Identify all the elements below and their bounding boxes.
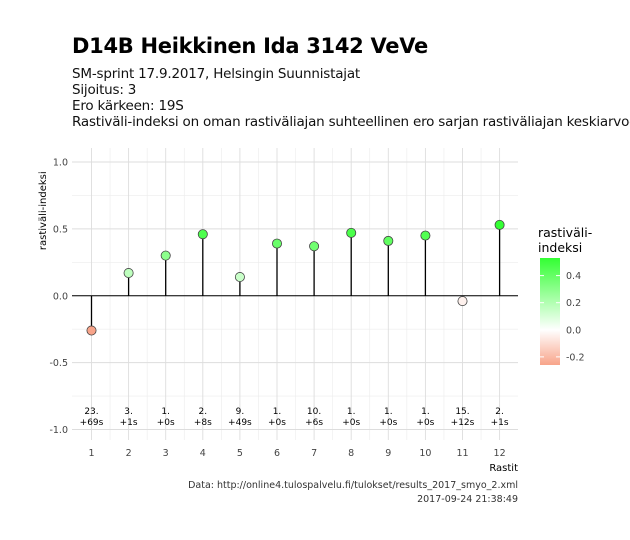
timestamp-caption: 2017-09-24 21:38:49 [417,494,518,505]
y-tick-label: 0.0 [53,291,68,302]
rank-label: 1. [273,407,282,417]
x-tick-label: 4 [200,448,206,459]
lollipop-point [309,241,320,252]
lollipop-point [457,296,468,307]
x-tick-label: 8 [348,448,354,459]
rank-label: 1. [347,407,356,417]
time-diff-label: +1s [120,418,138,428]
time-diff-label: +69s [80,418,104,428]
legend-tick-label: 0.4 [566,271,581,282]
x-tick-label: 12 [494,448,506,459]
lollipop-point [494,219,505,230]
legend-title-line1: rastiväli- [538,225,593,240]
x-tick-label: 10 [419,448,431,459]
time-diff-label: +0s [379,418,397,428]
data-source-caption: Data: http://online4.tulospalvelu.fi/tul… [188,480,518,491]
x-tick-label: 7 [311,448,317,459]
y-tick-label: -1.0 [49,425,68,436]
color-legend: 0.4 0.2 0.0 -0.2 [540,258,585,365]
lollipop-point [197,229,208,240]
time-diff-label: +0s [157,418,175,428]
x-tick-label: 11 [456,448,468,459]
axes: -1.0-0.50.00.51.01 2 3 4 5 6 7 8 9 10 11 12Rastitra… [38,158,518,475]
grid [72,148,518,440]
legend-title: rastiväli- indeksi [538,225,592,255]
rank-label: 2. [495,407,504,417]
x-tick-label: 2 [126,448,132,459]
lollipop-point [234,272,245,283]
time-diff-label: +12s [451,418,475,428]
legend-tick-label: -0.2 [566,352,585,363]
legend-colorbar [540,258,560,365]
x-tick-label: 6 [274,448,280,459]
chart-title: D14B Heikkinen Ida 3142 VeVe [72,34,428,58]
lollipop-point [271,238,282,249]
legend-tick-label: 0.0 [566,325,581,336]
lollipop-point [420,230,431,241]
legend-title-line2: indeksi [538,240,583,255]
time-diff-label: +0s [268,418,286,428]
rank-label: 23. [84,407,98,417]
subtitle-event: SM-sprint 17.9.2017, Helsingin Suunnista… [72,66,360,82]
subtitle-gap: Ero kärkeen: 19S [72,98,184,114]
x-tick-label: 9 [385,448,391,459]
subtitle-placement: Sijoitus: 3 [72,82,137,98]
time-diff-label: +0s [416,418,434,428]
x-tick-label: 3 [163,448,169,459]
x-tick-label: 1 [88,448,94,459]
time-diff-label: +1s [491,418,509,428]
rank-label: 1. [161,407,170,417]
rank-label: 1. [421,407,430,417]
x-tick-label: 5 [237,448,243,459]
lollipop-point [86,325,97,336]
lollipop-point [160,250,171,261]
time-diff-label: +8s [194,418,212,428]
y-tick-label: 0.5 [53,224,68,235]
time-diff-label: +0s [342,418,360,428]
subtitle-description: Rastiväli-indeksi on oman rastiväliajan … [72,114,630,130]
lollipop-point [346,227,357,238]
rank-label: 2. [199,407,208,417]
lollipop-point [123,268,134,279]
y-tick-label: 1.0 [53,158,68,169]
rank-label: 15. [455,407,469,417]
time-diff-label: +49s [228,418,252,428]
y-axis-title: rastiväli-indeksi [38,171,49,250]
legend-tick-label: 0.2 [566,298,581,309]
y-tick-label: -0.5 [49,358,68,369]
rank-label: 10. [307,407,321,417]
x-axis-title: Rastit [489,463,518,474]
lollipop-point [383,235,394,246]
rank-label: 9. [236,407,245,417]
data-marks: 23.+69s3.+1s1.+0s2.+8s9.+49s1.+0s10.+6s1… [80,219,509,428]
time-diff-label: +6s [305,418,323,428]
rank-label: 1. [384,407,393,417]
rank-label: 3. [124,407,133,417]
